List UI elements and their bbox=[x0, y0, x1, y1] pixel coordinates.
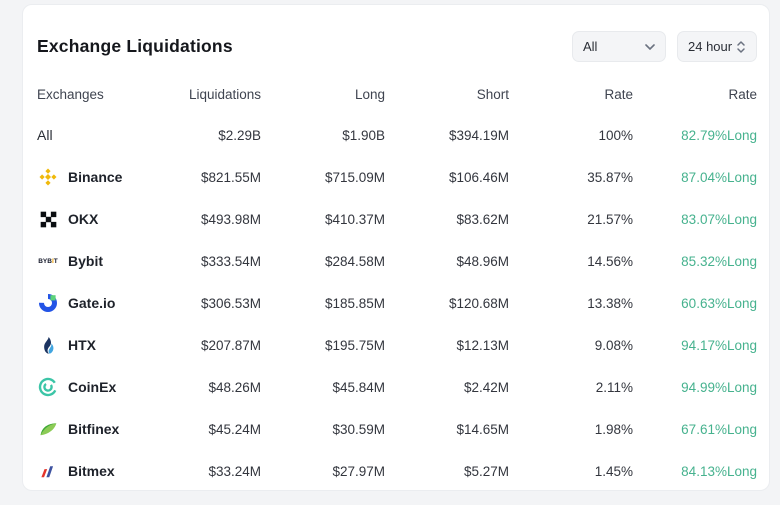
table-row[interactable]: All $2.29B $1.90B $394.19M 100% 82.79%Lo… bbox=[37, 114, 757, 156]
time-filter-value: 24 hour bbox=[688, 39, 733, 54]
rate-value: 2.11% bbox=[595, 379, 633, 395]
rate-value: 1.45% bbox=[594, 463, 633, 479]
table-row[interactable]: Gate.io $306.53M $185.85M $120.68M 13.38… bbox=[37, 282, 757, 324]
rate-value: 35.87% bbox=[587, 169, 633, 185]
long-rate-value: 83.07%Long bbox=[681, 211, 757, 227]
exchange-liquidations-card: Exchange Liquidations All 24 hour bbox=[22, 4, 770, 491]
long-value: $410.37M bbox=[324, 211, 385, 227]
filter-controls: All 24 hour bbox=[572, 31, 757, 62]
rate-value: 14.56% bbox=[587, 253, 633, 269]
rate-value: 21.57% bbox=[587, 211, 633, 227]
long-value: $45.84M bbox=[332, 379, 385, 395]
short-value: $2.42M bbox=[463, 379, 509, 395]
short-value: $120.68M bbox=[448, 295, 509, 311]
long-value: $27.97M bbox=[332, 463, 385, 479]
long-rate-value: 94.17%Long bbox=[681, 337, 757, 353]
table-row[interactable]: OKX $493.98M $410.37M $83.62M 21.57% 83.… bbox=[37, 198, 757, 240]
bitfinex-icon bbox=[37, 418, 59, 440]
column-header-long: Long bbox=[354, 86, 385, 102]
long-value: $715.09M bbox=[324, 169, 385, 185]
short-value: $5.27M bbox=[463, 463, 509, 479]
bybit-icon: BYBIT bbox=[38, 257, 58, 265]
long-value: $185.85M bbox=[324, 295, 385, 311]
exchange-name: Bitfinex bbox=[68, 421, 120, 437]
exchange-name: Gate.io bbox=[68, 295, 116, 311]
exchange-name: Binance bbox=[68, 169, 123, 185]
table-row[interactable]: HTX $207.87M $195.75M $12.13M 9.08% 94.1… bbox=[37, 324, 757, 366]
short-value: $106.46M bbox=[448, 169, 509, 185]
exchange-filter-value: All bbox=[583, 39, 598, 54]
column-header-rate: Rate bbox=[604, 86, 633, 102]
long-rate-value: 67.61%Long bbox=[681, 421, 757, 437]
long-rate-value: 94.99%Long bbox=[681, 379, 757, 395]
liquidations-value: $333.54M bbox=[200, 253, 261, 269]
liquidations-value: $45.24M bbox=[208, 421, 261, 437]
long-rate-value: 85.32%Long bbox=[681, 253, 757, 269]
bitmex-icon bbox=[37, 460, 59, 482]
rate-value: 100% bbox=[598, 127, 633, 143]
short-value: $48.96M bbox=[456, 253, 509, 269]
short-value: $14.65M bbox=[456, 421, 509, 437]
liquidations-value: $207.87M bbox=[200, 337, 261, 353]
column-header-liquidations: Liquidations bbox=[188, 86, 261, 102]
column-header-long-rate: Rate bbox=[728, 86, 757, 102]
page-title: Exchange Liquidations bbox=[37, 36, 233, 56]
short-value: $83.62M bbox=[456, 211, 509, 227]
exchange-filter-dropdown[interactable]: All bbox=[572, 31, 666, 62]
exchange-name: Bybit bbox=[68, 253, 103, 269]
short-value: $394.19M bbox=[448, 127, 509, 143]
htx-icon bbox=[37, 334, 59, 356]
gateio-icon bbox=[37, 292, 59, 314]
liquidations-table: Exchanges Liquidations Long Short Rate R… bbox=[23, 74, 769, 490]
liquidations-value: $33.24M bbox=[208, 463, 261, 479]
chevron-up-down-icon bbox=[736, 40, 746, 54]
binance-icon bbox=[37, 166, 59, 188]
exchange-name: CoinEx bbox=[68, 379, 117, 395]
rate-value: 1.98% bbox=[594, 421, 633, 437]
long-rate-value: 84.13%Long bbox=[681, 463, 757, 479]
card-header: Exchange Liquidations All 24 hour bbox=[23, 5, 769, 68]
table-row[interactable]: Bitmex $33.24M $27.97M $5.27M 1.45% 84.1… bbox=[37, 450, 757, 490]
okx-icon bbox=[37, 208, 59, 230]
liquidations-value: $306.53M bbox=[200, 295, 261, 311]
rate-value: 9.08% bbox=[594, 337, 633, 353]
coinex-icon bbox=[37, 376, 59, 398]
liquidations-value: $493.98M bbox=[200, 211, 261, 227]
long-rate-value: 60.63%Long bbox=[681, 295, 757, 311]
rate-value: 13.38% bbox=[587, 295, 633, 311]
exchange-name: Bitmex bbox=[68, 463, 115, 479]
long-value: $284.58M bbox=[324, 253, 385, 269]
short-value: $12.13M bbox=[456, 337, 509, 353]
table-row[interactable]: BYBIT Bybit $333.54M $284.58M $48.96M 14… bbox=[37, 240, 757, 282]
long-value: $1.90B bbox=[342, 127, 385, 143]
exchange-name: All bbox=[37, 127, 53, 143]
liquidations-value: $821.55M bbox=[200, 169, 261, 185]
table-row[interactable]: CoinEx $48.26M $45.84M $2.42M 2.11% 94.9… bbox=[37, 366, 757, 408]
column-header-exchanges: Exchanges bbox=[37, 86, 104, 102]
time-filter-dropdown[interactable]: 24 hour bbox=[677, 31, 757, 62]
exchange-name: OKX bbox=[68, 211, 99, 227]
liquidations-value: $48.26M bbox=[208, 379, 261, 395]
long-rate-value: 87.04%Long bbox=[681, 169, 757, 185]
exchange-name: HTX bbox=[68, 337, 96, 353]
long-value: $30.59M bbox=[332, 421, 385, 437]
table-row[interactable]: Binance $821.55M $715.09M $106.46M 35.87… bbox=[37, 156, 757, 198]
table-row[interactable]: Bitfinex $45.24M $30.59M $14.65M 1.98% 6… bbox=[37, 408, 757, 450]
long-rate-value: 82.79%Long bbox=[681, 127, 757, 143]
table-header-row: Exchanges Liquidations Long Short Rate R… bbox=[37, 74, 757, 114]
liquidations-value: $2.29B bbox=[218, 127, 261, 143]
chevron-down-icon bbox=[645, 43, 655, 50]
column-header-short: Short bbox=[476, 86, 509, 102]
long-value: $195.75M bbox=[324, 337, 385, 353]
